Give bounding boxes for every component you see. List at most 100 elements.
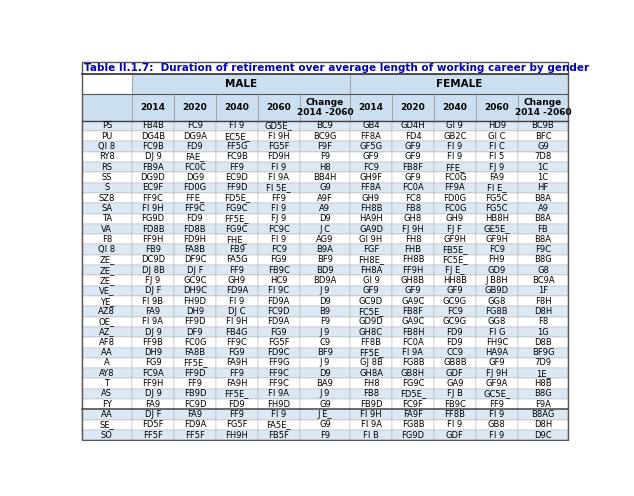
Bar xyxy=(518,162,568,172)
Bar xyxy=(216,358,258,368)
Bar xyxy=(476,234,518,245)
Bar xyxy=(518,358,568,368)
Text: DJ 9: DJ 9 xyxy=(145,327,162,337)
Bar xyxy=(216,172,258,183)
Bar xyxy=(476,389,518,399)
Text: QI 8: QI 8 xyxy=(98,142,115,151)
Text: FH9D: FH9D xyxy=(268,400,290,409)
Text: FA9H: FA9H xyxy=(226,359,248,368)
Bar xyxy=(476,193,518,203)
Text: GD9: GD9 xyxy=(488,266,506,275)
Bar xyxy=(82,420,132,430)
Bar xyxy=(350,234,392,245)
Text: F8: F8 xyxy=(538,317,548,326)
Text: GA9C: GA9C xyxy=(401,317,425,326)
Text: FI 9: FI 9 xyxy=(271,235,287,244)
Text: GH8C: GH8C xyxy=(359,327,383,337)
Bar xyxy=(434,214,476,224)
Bar xyxy=(300,183,350,193)
Bar xyxy=(132,141,174,152)
Text: FD9A: FD9A xyxy=(226,286,248,295)
Bar xyxy=(174,234,216,245)
Bar xyxy=(258,255,300,265)
Text: GH9F: GH9F xyxy=(359,173,382,182)
Text: FC5E_: FC5E_ xyxy=(442,255,468,264)
Bar xyxy=(350,420,392,430)
Text: BC9: BC9 xyxy=(316,122,333,130)
Bar xyxy=(300,327,350,337)
Bar xyxy=(476,420,518,430)
Bar xyxy=(174,141,216,152)
Bar xyxy=(132,73,350,94)
Text: FF9: FF9 xyxy=(188,379,202,388)
Bar xyxy=(392,389,434,399)
Text: DH9: DH9 xyxy=(186,307,204,316)
Bar xyxy=(216,409,258,420)
Bar xyxy=(434,348,476,358)
Text: F8: F8 xyxy=(101,235,112,244)
Bar xyxy=(476,152,518,162)
Text: FD9A: FD9A xyxy=(268,297,290,306)
Text: FI 9H: FI 9H xyxy=(142,204,164,213)
Bar xyxy=(350,183,392,193)
Text: GI 9: GI 9 xyxy=(446,122,463,130)
Bar xyxy=(82,368,132,378)
Bar xyxy=(132,94,174,121)
Text: GD4H: GD4H xyxy=(401,122,425,130)
Text: FD0G: FD0G xyxy=(443,193,467,202)
Bar xyxy=(434,378,476,389)
Bar xyxy=(476,224,518,234)
Bar xyxy=(300,296,350,307)
Text: GC9D: GC9D xyxy=(359,297,383,306)
Text: D8H: D8H xyxy=(534,420,552,430)
Bar xyxy=(350,296,392,307)
Bar xyxy=(132,255,174,265)
Bar xyxy=(476,286,518,296)
Bar xyxy=(132,286,174,296)
Bar xyxy=(434,296,476,307)
Text: FF9: FF9 xyxy=(489,400,505,409)
Bar xyxy=(174,193,216,203)
Text: FB9D: FB9D xyxy=(184,389,206,398)
Bar xyxy=(174,183,216,193)
Bar xyxy=(300,141,350,152)
Text: A: A xyxy=(104,359,110,368)
Text: FF9A: FF9A xyxy=(444,184,465,192)
Bar xyxy=(216,234,258,245)
Bar xyxy=(518,245,568,255)
Text: FF9C: FF9C xyxy=(143,193,164,202)
Text: BF9: BF9 xyxy=(317,255,333,264)
Text: FC9B: FC9B xyxy=(226,152,248,161)
Bar xyxy=(132,183,174,193)
Text: GF9: GF9 xyxy=(404,142,422,151)
Bar xyxy=(300,389,350,399)
Text: AY8: AY8 xyxy=(99,369,115,378)
Text: AZ8: AZ8 xyxy=(98,307,115,316)
Text: FC0A: FC0A xyxy=(402,184,424,192)
Text: DG9A: DG9A xyxy=(183,132,207,141)
Bar xyxy=(392,162,434,172)
Text: FI 9H: FI 9H xyxy=(360,410,382,419)
Text: BC9G: BC9G xyxy=(313,132,337,141)
Text: DJ C: DJ C xyxy=(228,307,245,316)
Bar xyxy=(174,296,216,307)
Bar xyxy=(518,430,568,440)
Text: AF8: AF8 xyxy=(99,338,115,347)
Text: 1E_: 1E_ xyxy=(536,369,550,378)
Text: Change
2014 -2060: Change 2014 -2060 xyxy=(297,98,353,117)
Bar xyxy=(82,296,132,307)
Text: SO: SO xyxy=(101,431,113,439)
Bar xyxy=(476,94,518,121)
Bar xyxy=(434,183,476,193)
Bar xyxy=(174,224,216,234)
Text: FF9: FF9 xyxy=(271,193,287,202)
Bar xyxy=(392,193,434,203)
Text: FF5E_: FF5E_ xyxy=(224,389,249,398)
Bar xyxy=(518,296,568,307)
Text: DJ 8B: DJ 8B xyxy=(141,266,164,275)
Bar xyxy=(350,162,392,172)
Text: BC9A: BC9A xyxy=(532,276,554,285)
Text: GF9H: GF9H xyxy=(486,235,508,244)
Bar xyxy=(216,348,258,358)
Text: FG9: FG9 xyxy=(271,327,287,337)
